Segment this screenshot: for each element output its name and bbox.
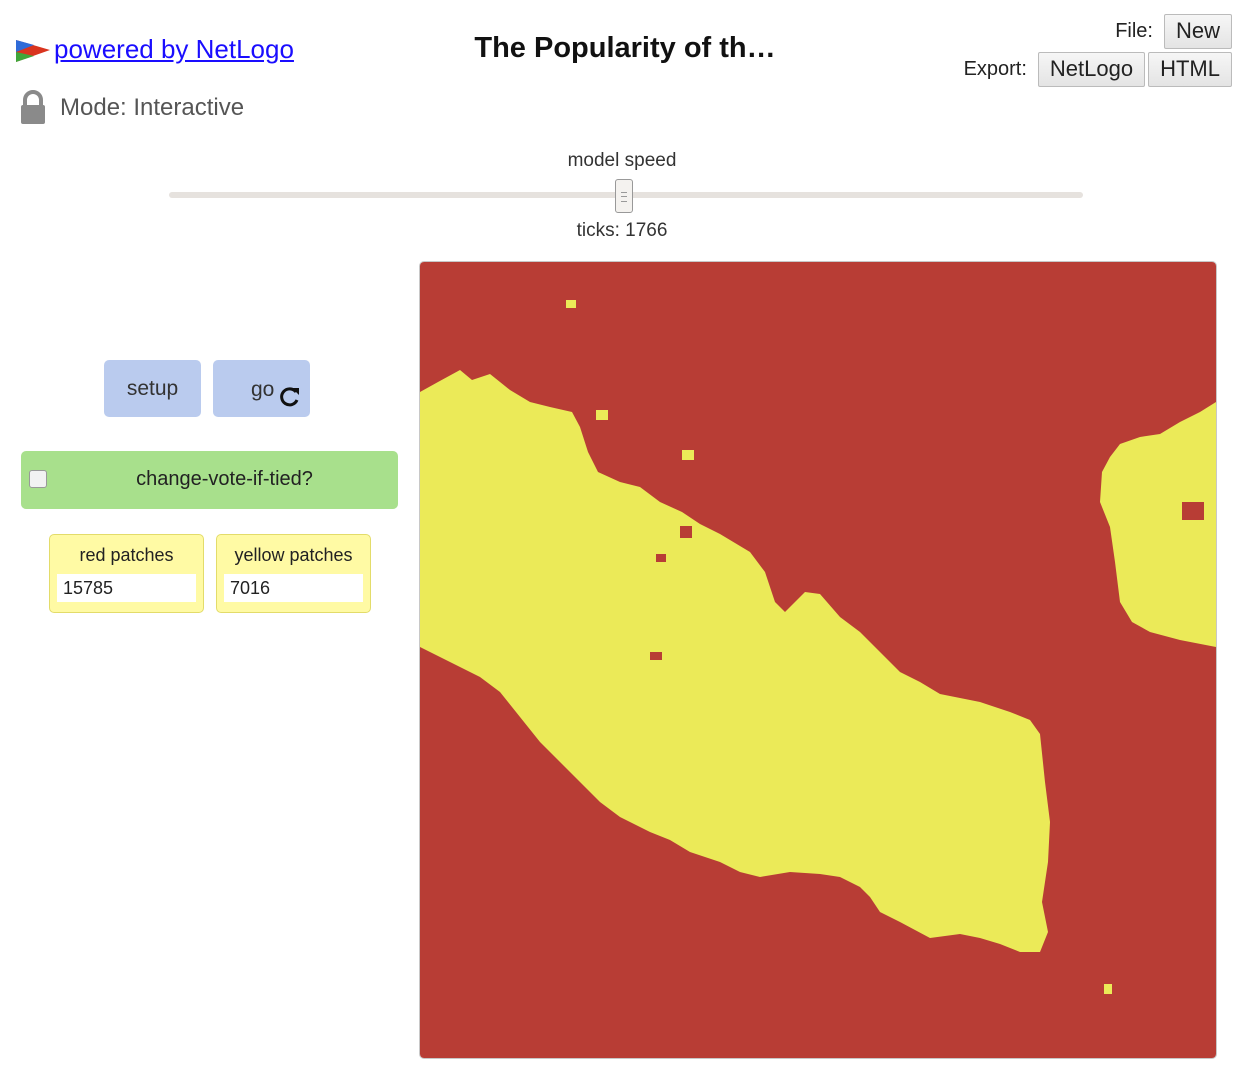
yellow-speck (682, 450, 694, 460)
powered-by-netlogo-label[interactable]: powered by NetLogo (54, 33, 294, 64)
yellow-speck (566, 300, 576, 308)
lock-icon (18, 90, 48, 126)
mode-indicator: Mode: Interactive (18, 90, 244, 126)
export-controls: Export: NetLogo HTML (964, 52, 1232, 87)
reload-icon (279, 386, 301, 408)
yellow-speck (1104, 984, 1112, 994)
model-speed-handle[interactable] (615, 179, 633, 213)
yellow-region-right (1100, 402, 1216, 647)
go-button[interactable]: go (213, 360, 310, 417)
yellow-region-main (420, 370, 1050, 952)
monitor-label: red patches (79, 545, 174, 565)
switch-checkbox[interactable] (29, 470, 47, 488)
netlogo-logo-icon (14, 32, 52, 66)
yellow-speck (596, 410, 608, 420)
monitor-label: yellow patches (234, 545, 353, 565)
export-html-button[interactable]: HTML (1148, 52, 1232, 87)
monitor-value: 7016 (224, 574, 363, 602)
red-patches-monitor: red patches 15785 (49, 534, 204, 613)
world-canvas (420, 262, 1216, 1058)
setup-button-label: setup (126, 376, 179, 400)
red-speck (656, 554, 666, 562)
new-button[interactable]: New (1163, 14, 1232, 49)
go-button-label: go (251, 378, 275, 401)
yellow-patches-monitor: yellow patches 7016 (216, 534, 371, 613)
file-label: File: (1115, 20, 1153, 42)
export-label: Export: (963, 58, 1027, 80)
ticks-counter: ticks: 1766 (576, 220, 668, 241)
model-speed-label: model speed (567, 150, 677, 171)
powered-by-netlogo-link[interactable]: powered by NetLogo (14, 32, 294, 66)
red-speck (680, 526, 692, 538)
switch-label: change-vote-if-tied? (136, 468, 313, 490)
red-speck (1182, 502, 1204, 520)
export-netlogo-button[interactable]: NetLogo (1037, 52, 1146, 87)
red-speck (650, 652, 662, 660)
model-title: The Popularity of th… (474, 32, 776, 64)
world-view[interactable] (420, 262, 1216, 1058)
mode-text: Mode: Interactive (60, 94, 245, 121)
file-controls: File: New (1115, 14, 1232, 49)
monitor-value: 15785 (57, 574, 196, 602)
setup-button[interactable]: setup (104, 360, 201, 417)
change-vote-if-tied-switch[interactable]: change-vote-if-tied? (21, 451, 398, 509)
